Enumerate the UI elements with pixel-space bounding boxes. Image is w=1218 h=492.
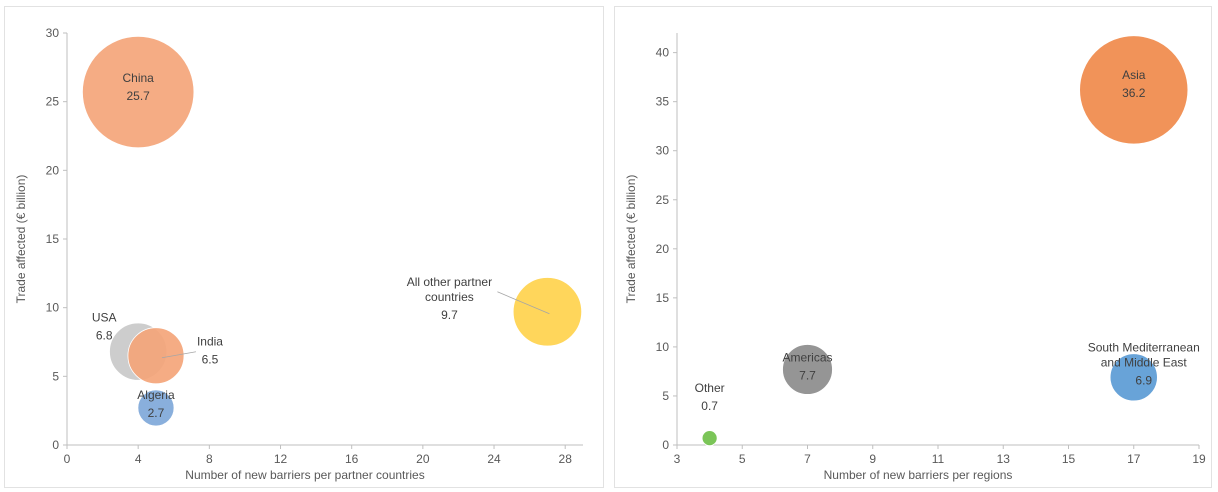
x-tick-label-13: 13 [997, 452, 1011, 466]
x-tick-label-5: 5 [739, 452, 746, 466]
bubble-americas [782, 344, 833, 395]
x-tick-label-7: 7 [804, 452, 811, 466]
chart-panel-regions: 0 5 10 15 20 25 30 35 40 3 5 7 9 11 13 15 17 19 Number of … [614, 6, 1212, 488]
bubble-value: 6.5 [202, 353, 219, 367]
x-axis-title: Number of new barriers per regions [824, 468, 1013, 482]
y-tick-label-20: 20 [46, 163, 60, 177]
x-tick-label-8: 8 [206, 452, 213, 466]
bubble-name-line: China [122, 71, 154, 85]
bubble-value: 0.7 [701, 399, 718, 413]
bubble-name-line: Americas [782, 350, 832, 364]
y-axis-title: Trade affected (€ billion) [624, 175, 638, 304]
y-axis-title: Trade affected (€ billion) [14, 175, 28, 304]
y-tick-label-0: 0 [662, 438, 669, 452]
y-tick-label-15: 15 [656, 291, 670, 305]
bubble-name-line: Asia [1122, 68, 1146, 82]
bubble-value: 25.7 [126, 89, 150, 103]
bubble-name-line: Other [695, 381, 725, 395]
y-tick-label-10: 10 [656, 340, 670, 354]
y-tick-label-25: 25 [656, 193, 670, 207]
bubble-india [127, 327, 185, 385]
y-tick-label-25: 25 [46, 95, 60, 109]
bubble-value: 6.9 [1135, 373, 1152, 387]
y-tick-label-0: 0 [52, 438, 59, 452]
y-tick-label-10: 10 [46, 301, 60, 315]
x-tick-label-19: 19 [1192, 452, 1206, 466]
bubble-label-asia: Asia 36.2 [1122, 68, 1146, 100]
x-tick-label-9: 9 [869, 452, 876, 466]
x-tick-label-20: 20 [416, 452, 430, 466]
bubble-value: 9.7 [441, 308, 458, 322]
bubble-name-line: countries [425, 290, 474, 304]
bubble-label-americas: Americas 7.7 [782, 350, 832, 382]
bubble-value: 7.7 [799, 368, 816, 382]
x-tick-label-16: 16 [345, 452, 359, 466]
y-tick-label-35: 35 [656, 95, 670, 109]
bubble-name-line: South Mediterranean [1088, 340, 1200, 354]
leader-line-india [161, 351, 197, 359]
bubble-label-other: Other 0.7 [695, 381, 725, 413]
bubble-south-mediterranean-and-middle-east [1109, 353, 1158, 402]
x-tick-label-24: 24 [487, 452, 501, 466]
bubble-label-usa: USA 6.8 [92, 311, 117, 343]
bubble-name-line: All other partner [407, 275, 492, 289]
leader-line-all-other-partner-countries [497, 291, 550, 315]
bubble-name-line: USA [92, 311, 117, 325]
bubble-label-algeria: Algeria 2.7 [137, 388, 175, 420]
x-tick-label-17: 17 [1127, 452, 1141, 466]
bubble-label-south-mediterranean-and-middle-east: South Mediterranean and Middle East 6.9 [1088, 340, 1200, 387]
bubble-all-other-partner-countries [512, 277, 583, 347]
y-tick-label-15: 15 [46, 232, 60, 246]
bubble-label-india: India 6.5 [197, 335, 223, 367]
bubble-value: 2.7 [148, 406, 165, 420]
x-axis-title: Number of new barriers per partner count… [185, 468, 424, 482]
y-tick-label-5: 5 [52, 369, 59, 383]
chart-panel-partner-countries: 0 5 10 15 20 25 30 0 4 8 12 16 20 24 28 Number of new b… [4, 6, 604, 488]
y-tick-label-5: 5 [662, 389, 669, 403]
bubble-chart-partner-countries: 0 5 10 15 20 25 30 0 4 8 12 16 20 24 28 Number of new b… [14, 26, 583, 482]
bubble-other [701, 430, 718, 447]
x-tick-label-0: 0 [64, 452, 71, 466]
bubble-value: 6.8 [96, 329, 113, 343]
x-tick-label-12: 12 [274, 452, 288, 466]
bubble-algeria [137, 389, 175, 427]
x-tick-label-4: 4 [135, 452, 142, 466]
x-tick-label-11: 11 [932, 452, 945, 466]
y-tick-label-40: 40 [656, 46, 670, 60]
bubble-name-line: and Middle East [1101, 355, 1188, 369]
x-tick-label-15: 15 [1062, 452, 1076, 466]
bubble-name-line: India [197, 335, 223, 349]
bubble-label-china: China 25.7 [122, 71, 154, 103]
bubble-asia [1079, 35, 1189, 145]
x-tick-label-3: 3 [674, 452, 681, 466]
y-tick-label-20: 20 [656, 242, 670, 256]
bubble-name-line: Algeria [137, 388, 175, 402]
bubble-label-all-other-partner-countries: All other partner countries 9.7 [407, 275, 492, 322]
y-tick-label-30: 30 [46, 26, 60, 40]
bubble-value: 36.2 [1122, 86, 1146, 100]
y-tick-label-30: 30 [656, 144, 670, 158]
bubble-china [82, 35, 195, 149]
x-tick-label-28: 28 [559, 452, 573, 466]
